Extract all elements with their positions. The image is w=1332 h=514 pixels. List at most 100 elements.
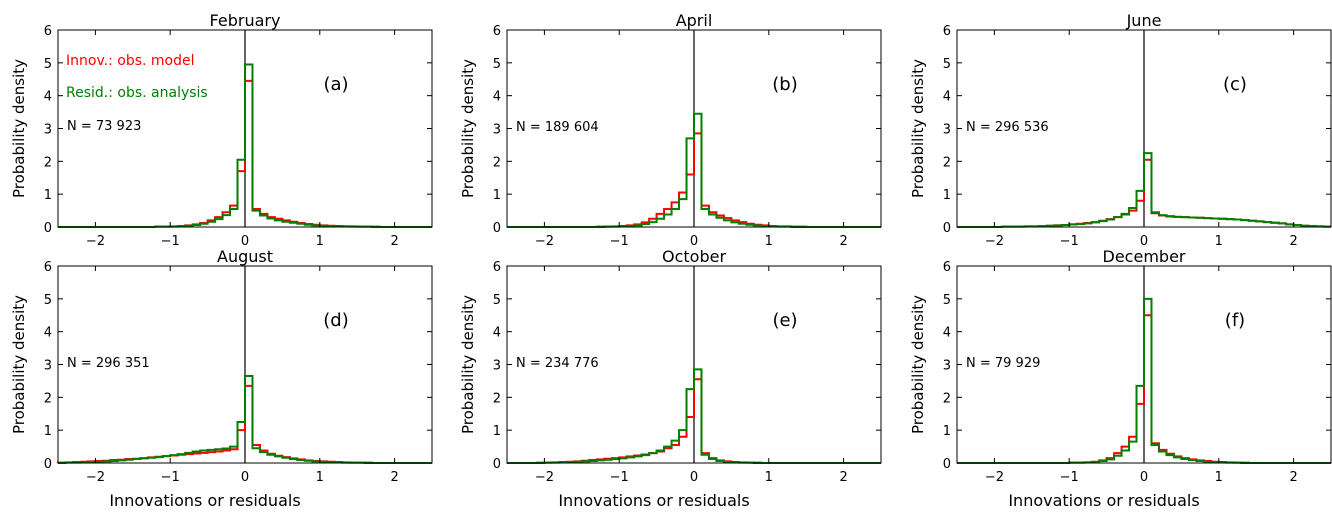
y-tick-label: 1 bbox=[493, 188, 501, 203]
sample-count: N = 234 776 bbox=[516, 356, 599, 371]
x-tick-label: 0 bbox=[1140, 470, 1148, 485]
panel-october: 0 1 2 3 4 5 6 −2 −1 0 1 2 October Probability density… bbox=[459, 247, 882, 510]
y-tick-label: 3 bbox=[44, 359, 52, 374]
x-tick-label: −1 bbox=[1060, 470, 1079, 485]
y-tick-label: 5 bbox=[44, 293, 52, 308]
y-tick-label: 3 bbox=[943, 123, 951, 138]
panel-title: June bbox=[1126, 11, 1162, 30]
y-tick-label: 6 bbox=[44, 260, 52, 275]
sample-count: N = 296 536 bbox=[966, 120, 1049, 135]
sample-count: N = 73 923 bbox=[67, 119, 141, 134]
y-tick-label: 0 bbox=[943, 221, 951, 236]
y-tick-label: 6 bbox=[943, 260, 951, 275]
x-tick-label: −2 bbox=[535, 470, 554, 485]
y-tick-label: 0 bbox=[943, 457, 951, 472]
y-axis-label: Probability density bbox=[909, 295, 927, 434]
x-tick-label: −2 bbox=[86, 234, 105, 249]
panel-label: (c) bbox=[1223, 74, 1247, 95]
x-tick-label: 2 bbox=[1289, 470, 1297, 485]
x-tick-label: −2 bbox=[535, 234, 554, 249]
y-tick-label: 1 bbox=[943, 424, 951, 439]
x-tick-label: 2 bbox=[1289, 234, 1297, 249]
x-tick-label: −1 bbox=[161, 470, 180, 485]
x-tick-label: 0 bbox=[690, 234, 698, 249]
y-tick-label: 2 bbox=[943, 155, 951, 170]
panel-june: 0 1 2 3 4 5 6 −2 −1 0 1 2 June Probability density (c)… bbox=[909, 11, 1332, 249]
panel-title: December bbox=[1103, 247, 1186, 266]
y-axis-label: Probability density bbox=[10, 59, 28, 198]
y-tick-label: 4 bbox=[493, 90, 501, 105]
panel-title: February bbox=[210, 11, 281, 30]
x-axis-label: Innovations or residuals bbox=[109, 491, 300, 510]
y-tick-label: 0 bbox=[493, 457, 501, 472]
y-axis-label: Probability density bbox=[909, 59, 927, 198]
y-tick-label: 6 bbox=[943, 24, 951, 39]
x-tick-label: 1 bbox=[765, 234, 773, 249]
y-tick-label: 2 bbox=[44, 155, 52, 170]
panel-label: (f) bbox=[1225, 310, 1245, 331]
x-tick-label: −2 bbox=[985, 470, 1004, 485]
sample-count: N = 79 929 bbox=[966, 356, 1040, 371]
x-tick-label: 0 bbox=[690, 470, 698, 485]
y-tick-label: 6 bbox=[493, 24, 501, 39]
y-tick-label: 5 bbox=[943, 57, 951, 72]
x-tick-label: 2 bbox=[390, 470, 398, 485]
y-tick-label: 4 bbox=[44, 90, 52, 105]
y-tick-label: 1 bbox=[493, 424, 501, 439]
sample-count: N = 296 351 bbox=[67, 356, 150, 371]
y-axis-label: Probability density bbox=[459, 295, 477, 434]
y-tick-label: 2 bbox=[44, 391, 52, 406]
x-tick-label: 0 bbox=[1140, 234, 1148, 249]
legend-innovations: Innov.: obs. model bbox=[66, 53, 195, 69]
y-tick-label: 0 bbox=[44, 457, 52, 472]
panel-label: (d) bbox=[323, 310, 348, 331]
x-tick-label: 1 bbox=[1215, 470, 1223, 485]
y-tick-label: 6 bbox=[44, 24, 52, 39]
x-tick-label: 0 bbox=[241, 470, 249, 485]
sample-count: N = 189 604 bbox=[516, 120, 599, 135]
y-tick-label: 3 bbox=[493, 359, 501, 374]
panel-label: (e) bbox=[772, 310, 797, 331]
x-axis-label: Innovations or residuals bbox=[558, 491, 749, 510]
x-tick-label: −1 bbox=[610, 470, 629, 485]
x-tick-label: 2 bbox=[839, 470, 847, 485]
panel-title: October bbox=[662, 247, 726, 266]
y-tick-label: 6 bbox=[493, 260, 501, 275]
y-tick-label: 2 bbox=[493, 155, 501, 170]
panel-title: August bbox=[217, 247, 273, 266]
x-tick-label: 2 bbox=[390, 234, 398, 249]
y-tick-label: 2 bbox=[493, 391, 501, 406]
y-tick-label: 0 bbox=[493, 221, 501, 236]
legend-residuals: Resid.: obs. analysis bbox=[66, 85, 208, 101]
panel-august: 0 1 2 3 4 5 6 −2 −1 0 1 2 August Probability density (… bbox=[10, 247, 433, 510]
y-tick-label: 1 bbox=[44, 424, 52, 439]
panel-label: (a) bbox=[323, 74, 348, 95]
y-tick-label: 5 bbox=[493, 57, 501, 72]
x-tick-label: −2 bbox=[86, 470, 105, 485]
y-tick-label: 5 bbox=[493, 293, 501, 308]
y-tick-label: 0 bbox=[44, 221, 52, 236]
y-tick-label: 4 bbox=[943, 90, 951, 105]
y-tick-label: 1 bbox=[44, 188, 52, 203]
x-tick-label: 1 bbox=[316, 234, 324, 249]
y-axis-label: Probability density bbox=[459, 59, 477, 198]
x-tick-label: −2 bbox=[985, 234, 1004, 249]
x-tick-label: 1 bbox=[765, 470, 773, 485]
x-axis-label: Innovations or residuals bbox=[1008, 491, 1199, 510]
y-tick-label: 3 bbox=[493, 123, 501, 138]
panel-title: April bbox=[676, 11, 713, 30]
y-tick-label: 2 bbox=[943, 391, 951, 406]
y-tick-label: 1 bbox=[943, 188, 951, 203]
panel-april: 0 1 2 3 4 5 6 −2 −1 0 1 2 April Probability density (b… bbox=[459, 11, 882, 249]
x-tick-label: 2 bbox=[839, 234, 847, 249]
x-tick-label: 0 bbox=[241, 234, 249, 249]
y-tick-label: 4 bbox=[493, 326, 501, 341]
panel-february: 0 1 2 3 4 5 6 −2 −1 0 1 2 February Probability densit… bbox=[10, 11, 433, 249]
x-tick-label: 1 bbox=[1215, 234, 1223, 249]
panel-label: (b) bbox=[772, 74, 797, 95]
residuals-series bbox=[58, 374, 432, 464]
x-tick-label: −1 bbox=[610, 234, 629, 249]
residuals-series bbox=[957, 152, 1331, 228]
y-tick-label: 5 bbox=[44, 57, 52, 72]
y-tick-label: 4 bbox=[44, 326, 52, 341]
